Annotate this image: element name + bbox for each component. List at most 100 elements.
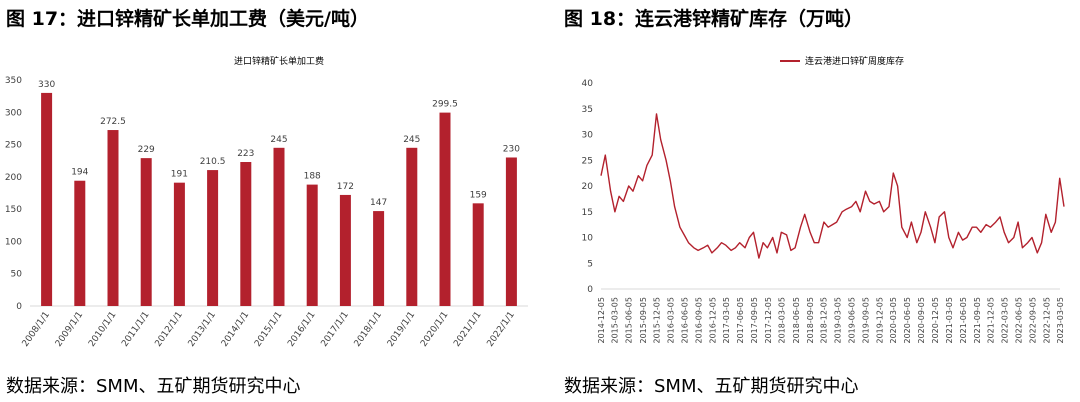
right-source-note: 数据来源：SMM、五矿期货研究中心 — [564, 376, 859, 397]
bar-data-label: 223 — [237, 149, 254, 159]
y-tick-label: 0 — [587, 285, 593, 295]
bar-data-label: 159 — [470, 190, 487, 200]
bar-data-label: 299.5 — [432, 100, 458, 110]
x-tick-label: 2014-12-05 — [597, 297, 606, 344]
left-figure-title: 图 17：进口锌精矿长单加工费（美元/吨） — [6, 8, 369, 30]
bar-data-label: 245 — [270, 135, 287, 145]
x-tick-label: 2021-12-05 — [987, 297, 996, 344]
bar-data-label: 172 — [337, 182, 354, 192]
left-source-note: 数据来源：SMM、五矿期货研究中心 — [6, 376, 301, 397]
y-tick-label: 300 — [5, 108, 22, 118]
x-tick-label: 2017-09-05 — [750, 297, 759, 344]
x-tick-label: 2019-03-05 — [833, 297, 842, 344]
x-tick-label: 2022-03-05 — [1000, 297, 1009, 344]
y-tick-label: 20 — [582, 182, 594, 192]
y-tick-label: 250 — [5, 141, 22, 151]
x-tick-label: 2018-06-05 — [792, 297, 801, 344]
x-tick-label: 2013/1/1 — [187, 310, 218, 349]
y-tick-label: 5 — [587, 259, 593, 269]
line-chart: 0 5 10 15 20 25 30 35 40 2014-12-05 2015-03-05 2015… — [582, 55, 1065, 344]
bar-chart-container: 进口锌精矿长单加工费 0 50 100 150 200 250 300 350 330 2008/1… — [0, 34, 540, 364]
bar — [373, 211, 385, 306]
x-tick-label: 2022-09-05 — [1028, 297, 1037, 344]
bar — [505, 157, 517, 306]
bar — [173, 182, 185, 306]
bar — [339, 194, 351, 306]
y-tick-label: 25 — [582, 156, 593, 166]
x-tick-label: 2011/1/1 — [120, 310, 151, 349]
y-tick-label: 350 — [5, 76, 22, 86]
x-tick-label: 2019-12-05 — [875, 297, 884, 344]
x-tick-label: 2020/1/1 — [419, 310, 450, 349]
y-tick-label: 30 — [582, 131, 594, 141]
x-tick-label: 2015-03-05 — [611, 297, 620, 344]
x-tick-label: 2017-03-05 — [722, 297, 731, 344]
line-chart-container: 0 5 10 15 20 25 30 35 40 2014-12-05 2015-03-05 2015… — [555, 34, 1080, 364]
x-tick-label: 2012/1/1 — [153, 310, 184, 349]
bar-data-label: 229 — [138, 145, 155, 155]
x-tick-label: 2023-03-05 — [1056, 297, 1065, 344]
x-tick-label: 2015-12-05 — [653, 297, 662, 344]
bar — [74, 180, 86, 306]
bar — [41, 92, 53, 306]
x-tick-label: 2020-09-05 — [917, 297, 926, 344]
x-tick-label: 2014/1/1 — [220, 310, 251, 349]
x-tick-label: 2021-03-05 — [945, 297, 954, 344]
x-tick-label: 2018/1/1 — [353, 310, 384, 349]
x-tick-label: 2019-09-05 — [861, 297, 870, 344]
x-tick-label: 2017/1/1 — [319, 310, 350, 349]
x-tick-label: 2010/1/1 — [87, 310, 118, 349]
series-line — [600, 113, 1065, 259]
y-tick-label: 40 — [582, 79, 594, 89]
x-tick-label: 2016/1/1 — [286, 310, 317, 349]
bar — [273, 147, 285, 306]
right-figure-title: 图 18：连云港锌精矿库存（万吨） — [564, 8, 864, 30]
bar-data-label: 330 — [38, 80, 55, 90]
bar — [439, 112, 451, 306]
y-tick-label: 200 — [5, 173, 22, 183]
x-tick-label: 2016-12-05 — [708, 297, 717, 344]
y-tick-label: 100 — [5, 237, 22, 247]
y-tick-label: 50 — [11, 270, 23, 280]
bar — [140, 158, 152, 306]
x-tick-label: 2022-12-05 — [1042, 297, 1051, 344]
x-tick-label: 2019/1/1 — [386, 310, 417, 349]
y-tick-label: 0 — [16, 302, 22, 312]
x-tick-label: 2021-09-05 — [973, 297, 982, 344]
x-tick-label: 2008/1/1 — [21, 310, 52, 349]
x-tick-label: 2020-03-05 — [889, 297, 898, 344]
x-tick-label: 2016-09-05 — [695, 297, 704, 344]
x-tick-label: 2018-12-05 — [820, 297, 829, 344]
bar — [406, 147, 418, 306]
bar — [107, 130, 119, 306]
x-tick-label: 2020-06-05 — [903, 297, 912, 344]
bar-data-label: 147 — [370, 198, 387, 208]
x-tick-label: 2017-06-05 — [736, 297, 745, 344]
x-tick-label: 2021/1/1 — [452, 310, 483, 349]
bar-data-label: 188 — [304, 172, 321, 182]
bar — [207, 170, 219, 306]
x-tick-label: 2018-09-05 — [806, 297, 815, 344]
bar — [472, 203, 484, 306]
bar — [240, 162, 252, 306]
x-tick-label: 2016-06-05 — [681, 297, 690, 344]
x-tick-label: 2015-06-05 — [625, 297, 634, 344]
x-tick-label: 2015/1/1 — [253, 310, 284, 349]
bar-data-label: 210.5 — [200, 157, 226, 167]
legend-label: 连云港进口锌矿周度库存 — [805, 55, 904, 67]
bar-data-label: 272.5 — [100, 117, 126, 127]
x-tick-label: 2022-06-05 — [1014, 297, 1023, 344]
chart-title: 进口锌精矿长单加工费 — [234, 55, 324, 67]
bar-data-label: 194 — [71, 168, 88, 178]
bar-data-label: 245 — [403, 135, 420, 145]
x-tick-label: 2021-06-05 — [959, 297, 968, 344]
bar-data-label: 230 — [503, 144, 520, 154]
y-tick-label: 35 — [582, 105, 593, 115]
x-tick-label: 2017-12-05 — [764, 297, 773, 344]
x-tick-label: 2009/1/1 — [54, 310, 85, 349]
x-tick-label: 2016-03-05 — [666, 297, 675, 344]
y-tick-label: 150 — [5, 205, 22, 215]
y-tick-label: 15 — [582, 208, 593, 218]
x-tick-label: 2020-12-05 — [931, 297, 940, 344]
x-tick-label: 2018-03-05 — [778, 297, 787, 344]
